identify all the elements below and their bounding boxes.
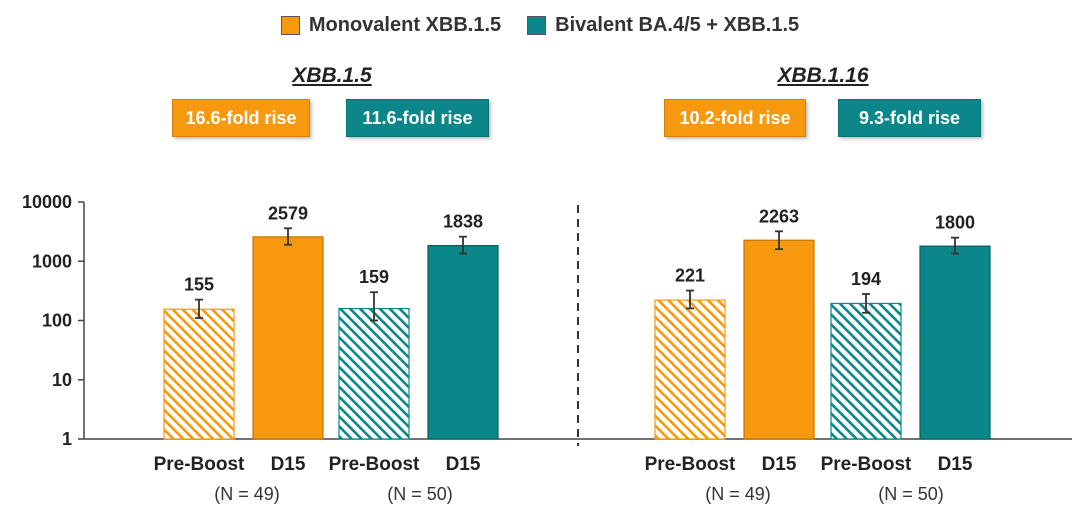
y-tick-label: 1000 (32, 251, 72, 271)
bar-d15 (427, 244, 499, 440)
legend-swatch-bivalent (527, 16, 547, 35)
group-n-left-monovalent: (N = 49) (214, 484, 280, 504)
bar-d15 (743, 239, 815, 440)
category-label: Pre-Boost (821, 454, 912, 475)
category-label: Pre-Boost (645, 454, 736, 475)
bar-d15 (252, 236, 324, 440)
bar-pre-boost (654, 299, 726, 440)
bar-d15 (919, 245, 991, 440)
data-label: 155 (184, 275, 214, 295)
category-label: Pre-Boost (154, 454, 245, 475)
fold-rise-box-right-monovalent: 10.2-fold rise (664, 99, 806, 137)
bar-pre-boost (830, 302, 902, 440)
fold-rise-box-left-bivalent: 11.6-fold rise (346, 99, 489, 137)
panel-title-xbb-1-5: XBB.1.5 (292, 64, 372, 87)
bar-pre-boost (338, 307, 410, 440)
legend-label-bivalent: Bivalent BA.4/5 + XBB.1.5 (555, 14, 800, 36)
legend-label-monovalent: Monovalent XBB.1.5 (308, 14, 502, 36)
y-tick-label: 1 (62, 429, 72, 449)
group-n-right-bivalent: (N = 50) (878, 484, 944, 504)
category-label: D15 (938, 454, 973, 475)
data-label: 2579 (268, 203, 308, 223)
category-label: D15 (271, 454, 306, 475)
fold-rise-box-left-monovalent: 16.6-fold rise (172, 99, 310, 137)
data-label: 221 (675, 266, 705, 286)
legend: Monovalent XBB.1.5 Bivalent BA.4/5 + XBB… (0, 14, 1080, 37)
group-n-right-monovalent: (N = 49) (705, 484, 771, 504)
legend-item-bivalent: Bivalent BA.4/5 + XBB.1.5 (527, 14, 799, 37)
data-label: 1800 (935, 213, 975, 233)
data-label: 159 (359, 267, 389, 287)
category-label: D15 (446, 454, 481, 475)
y-tick-label: 100 (42, 311, 72, 331)
data-label: 2263 (759, 206, 799, 226)
data-label: 194 (851, 269, 881, 289)
legend-swatch-monovalent (280, 16, 300, 35)
y-tick-label: 10000 (22, 192, 72, 212)
fold-rise-box-right-bivalent: 9.3-fold rise (838, 99, 981, 137)
category-label: D15 (762, 454, 797, 475)
bar-pre-boost (163, 308, 235, 440)
group-n-left-bivalent: (N = 50) (387, 484, 453, 504)
legend-item-monovalent: Monovalent XBB.1.5 (280, 14, 502, 37)
data-label: 1838 (443, 212, 483, 232)
panel-title-xbb-1-16: XBB.1.16 (777, 64, 869, 87)
category-label: Pre-Boost (329, 454, 420, 475)
y-tick-label: 10 (52, 370, 72, 390)
